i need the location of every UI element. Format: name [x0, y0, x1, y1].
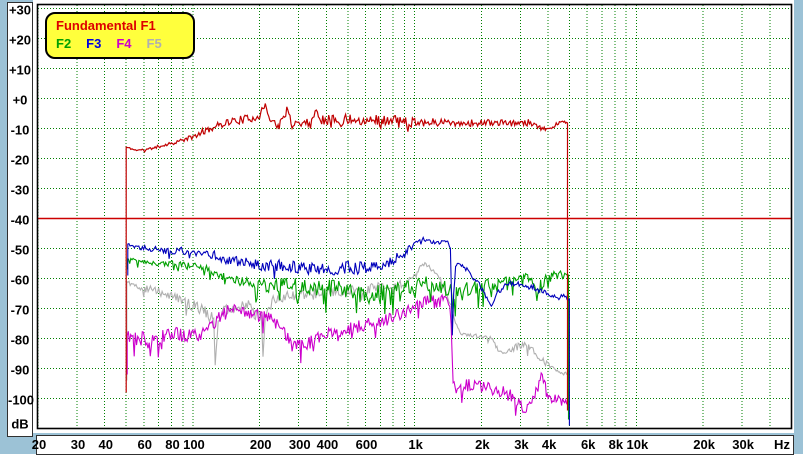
x-tick-label: 30k: [732, 437, 754, 452]
y-axis-unit: dB: [11, 416, 29, 432]
y-tick-label: +20: [8, 32, 32, 47]
series-f1: [125, 103, 569, 411]
series-f2: [126, 257, 570, 420]
x-tick-label: 400: [316, 437, 339, 452]
x-tick-label: 3k: [514, 437, 529, 452]
legend-item-f5: F5: [146, 36, 162, 51]
x-tick-label: 1k: [408, 437, 423, 452]
y-tick-label: -90: [10, 362, 30, 377]
x-axis-unit: Hz: [774, 437, 790, 452]
y-tick-label: +30: [8, 2, 32, 17]
x-tick-label: 200: [249, 437, 272, 452]
x-tick-label: 80: [165, 437, 180, 452]
series-f4: [126, 293, 570, 416]
x-tick-label: 60: [137, 437, 152, 452]
legend-item-f4: F4: [116, 36, 132, 51]
legend-box: Fundamental F1 F2 F3 F4 F5: [45, 12, 195, 59]
x-tick-label: 300: [288, 437, 311, 452]
y-tick-label: -10: [10, 122, 30, 137]
x-tick-label: 10k: [626, 437, 649, 452]
x-tick-label: 600: [355, 437, 378, 452]
x-tick-label: 2k: [475, 437, 490, 452]
series-f5: [126, 261, 570, 387]
y-tick-label: -70: [10, 302, 30, 317]
y-tick-label: -40: [10, 212, 30, 227]
x-tick-label: 20k: [693, 437, 715, 452]
y-tick-label: -100: [8, 392, 35, 407]
x-tick-label: 6k: [580, 437, 596, 452]
x-tick-label: 4k: [541, 437, 557, 452]
x-tick-label: 100: [183, 437, 205, 452]
x-tick-label: 40: [98, 437, 113, 452]
x-tick-label: 8k: [608, 437, 624, 452]
legend-item-f3: F3: [86, 36, 102, 51]
y-tick-label: -60: [10, 272, 30, 287]
legend-items: F2 F3 F4 F5: [56, 35, 184, 53]
legend-title: Fundamental F1: [56, 18, 156, 33]
x-tick-label: 20: [31, 437, 47, 452]
y-tick-label: +10: [8, 62, 32, 77]
plot-panel: [33, 0, 794, 433]
y-tick-label: -80: [10, 332, 30, 347]
y-tick-label: -20: [10, 152, 30, 167]
y-tick-label: +0: [12, 92, 28, 107]
y-axis-scale: +30 +20 +10 +0 -10 -20 -30 -40 -50 -60 -70 -80 -90 -1…: [7, 2, 35, 437]
legend-item-f2: F2: [56, 36, 72, 51]
y-tick-label: -30: [10, 182, 30, 197]
x-axis-scale: 20 30 40 60 80 100 200 300 400 600 1k 2k 3k 4k 6k 8k 10k…: [32, 435, 794, 455]
series-f3: [127, 235, 570, 426]
y-tick-label: -50: [10, 242, 30, 257]
plot-border: [36, 3, 793, 430]
x-tick-label: 30: [70, 437, 86, 452]
